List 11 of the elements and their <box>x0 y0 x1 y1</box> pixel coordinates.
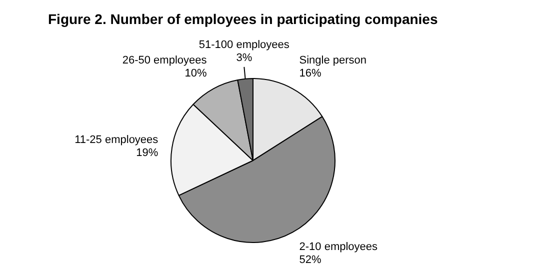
data-label: 10% <box>184 67 207 80</box>
slice-label: Single person <box>299 54 367 66</box>
chart-title: Figure 2. Number of employees in participating companies <box>47 10 439 29</box>
data-label: 3% <box>236 52 252 64</box>
slice-label: 11-25 employees <box>74 134 159 146</box>
slice-label: 26-50 employees <box>122 54 208 66</box>
data-label: 52% <box>299 254 322 266</box>
slice-label: 51-100 employees <box>198 38 290 51</box>
data-label: 16% <box>299 67 322 80</box>
data-label: 19% <box>136 146 158 159</box>
slice-label: 2-10 employees <box>299 240 378 253</box>
